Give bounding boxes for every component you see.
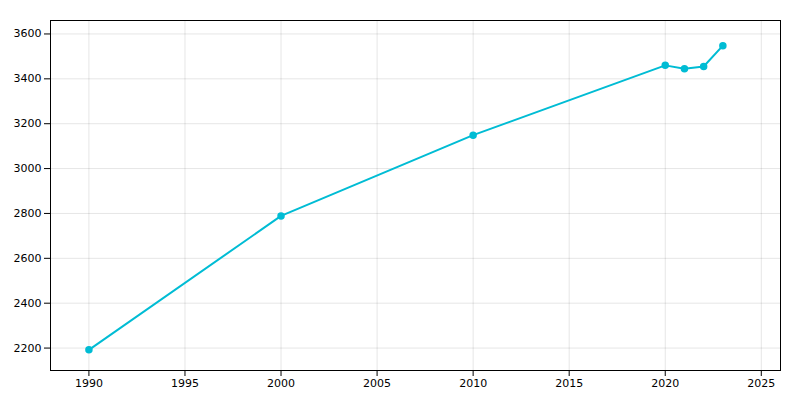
svg-text:2025: 2025	[747, 377, 775, 390]
svg-text:2010: 2010	[459, 377, 487, 390]
svg-text:2400: 2400	[14, 297, 42, 310]
svg-text:1990: 1990	[75, 377, 103, 390]
svg-text:1995: 1995	[171, 377, 199, 390]
svg-text:2015: 2015	[555, 377, 583, 390]
svg-text:2000: 2000	[267, 377, 295, 390]
svg-text:2020: 2020	[651, 377, 679, 390]
svg-text:3400: 3400	[14, 72, 42, 85]
svg-text:2800: 2800	[14, 207, 42, 220]
svg-text:2005: 2005	[363, 377, 391, 390]
svg-text:3000: 3000	[14, 162, 42, 175]
svg-text:2600: 2600	[14, 252, 42, 265]
svg-text:3200: 3200	[14, 117, 42, 130]
svg-text:3600: 3600	[14, 27, 42, 40]
svg-text:2200: 2200	[14, 342, 42, 355]
